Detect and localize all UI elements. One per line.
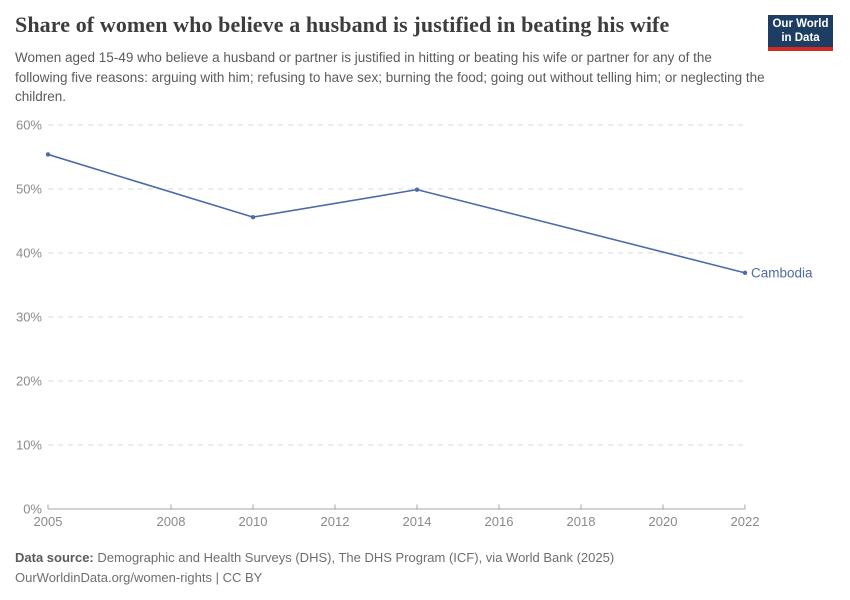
chart-canvas[interactable]: 0% 10% 20% 30% 40% 50% 60% 2005 2008 2010 2012 2014…: [0, 110, 850, 545]
entity-label[interactable]: Cambodia: [751, 265, 813, 280]
x-tick-label: 2014: [403, 514, 432, 529]
y-tick-label: 20%: [16, 374, 42, 389]
series-line[interactable]: [47, 153, 746, 274]
data-point[interactable]: [250, 214, 256, 220]
data-source-label: Data source:: [15, 550, 94, 565]
data-point[interactable]: [414, 187, 420, 192]
y-tick-label: 40%: [16, 246, 42, 261]
x-tick-label: 2005: [34, 514, 63, 529]
x-tick-label: 2016: [485, 514, 514, 529]
x-tick-label: 2022: [731, 514, 760, 529]
line-chart[interactable]: 0% 10% 20% 30% 40% 50% 60% 2005 2008 2010 2012 2014…: [0, 110, 850, 545]
owid-logo-line2: in Data: [781, 31, 820, 44]
data-source-text: Demographic and Health Surveys (DHS), Th…: [93, 550, 615, 565]
x-tick-label: 2010: [239, 514, 268, 529]
owid-logo[interactable]: Our World in Data: [768, 15, 833, 51]
y-tick-label: 60%: [16, 118, 42, 133]
chart-title: Share of women who believe a husband is …: [15, 12, 670, 37]
y-tick-label: 30%: [16, 310, 42, 325]
y-tick-label: 0%: [23, 502, 42, 517]
license-line: OurWorldinData.org/women-rights | CC BY: [15, 568, 815, 588]
x-tick-label: 2012: [321, 514, 350, 529]
chart-subtitle: Women aged 15-49 who believe a husband o…: [15, 50, 765, 104]
data-point[interactable]: [742, 270, 748, 276]
x-tick-label: 2020: [649, 514, 678, 529]
license-link[interactable]: OurWorldinData.org/women-rights | CC BY: [15, 570, 263, 585]
x-tick-label: 2018: [567, 514, 596, 529]
data-source-line: Data source: Demographic and Health Surv…: [15, 548, 815, 568]
x-tick-label: 2008: [157, 514, 186, 529]
chart-footer: Data source: Demographic and Health Surv…: [15, 548, 815, 588]
y-tick-label: 10%: [16, 438, 42, 453]
data-point[interactable]: [45, 152, 51, 157]
y-tick-label: 50%: [16, 182, 42, 197]
owid-logo-line1: Our World: [772, 18, 829, 30]
